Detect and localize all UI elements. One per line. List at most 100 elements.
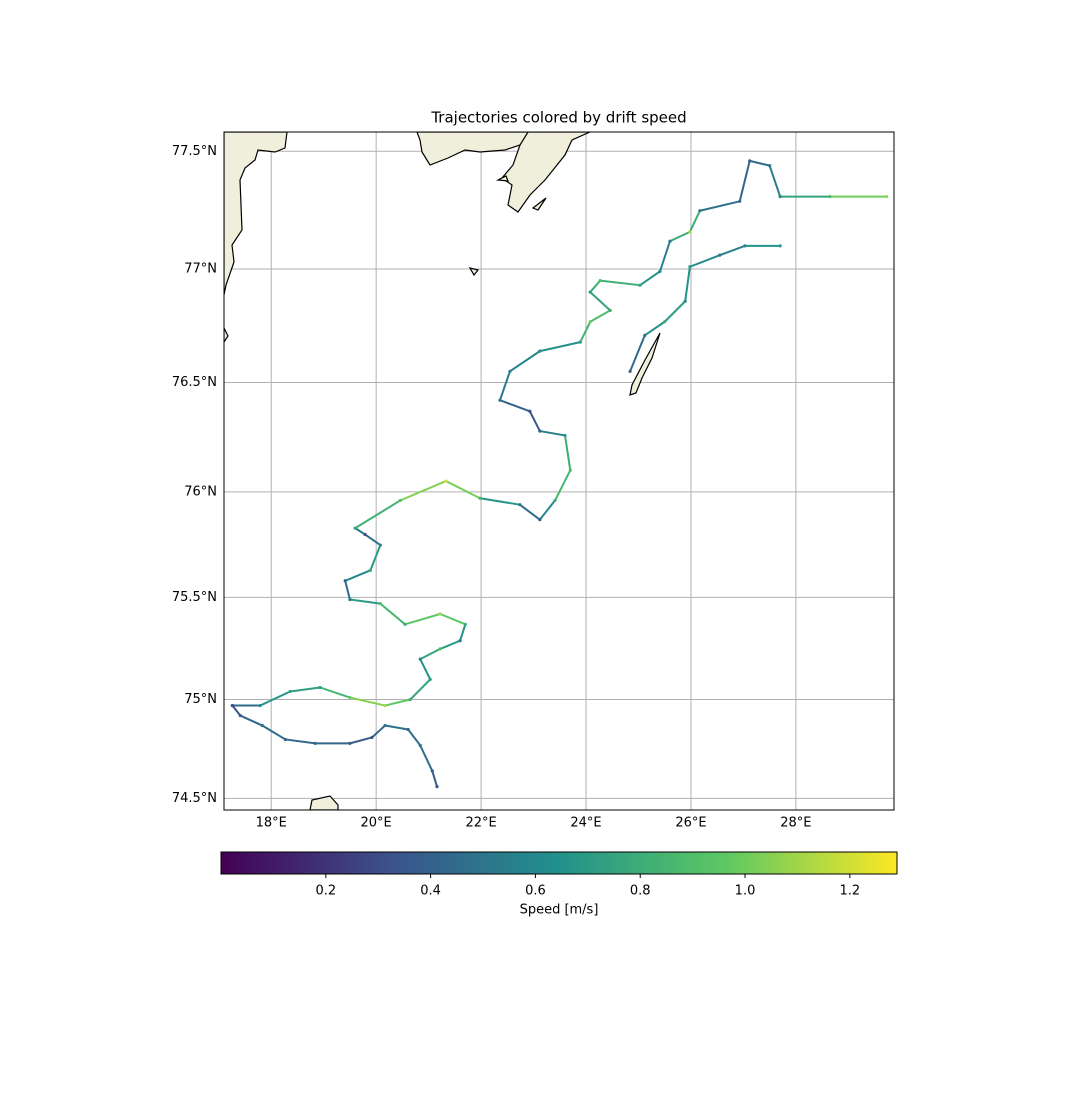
trajectory-segment (344, 579, 351, 601)
trajectory-point (313, 741, 317, 746)
trajectory-point (588, 320, 592, 324)
trajectory-segment (379, 602, 407, 626)
trajectory-segment (629, 334, 646, 373)
trajectory-segment (407, 728, 422, 747)
y-tick-label: 75.5°N (172, 590, 217, 605)
trajectory-segment (354, 499, 402, 530)
trajectory-point (538, 349, 542, 353)
trajectory-segment (599, 279, 642, 287)
trajectory-point (578, 340, 582, 344)
trajectory-point (828, 194, 832, 199)
trajectory-segment (554, 469, 572, 502)
trajectory-segment (439, 639, 462, 650)
trajectory-segment (431, 769, 439, 788)
trajectory-point (418, 657, 422, 661)
land (309, 795, 339, 810)
colorbar-tick-label: 0.2 (315, 884, 336, 899)
trajectory-point (370, 735, 374, 740)
trajectory-point (258, 703, 262, 708)
trajectory-point (444, 479, 448, 483)
colorbar-tick-label: 1.0 (735, 884, 756, 899)
trajectory-segment (419, 647, 442, 661)
trajectory-segment (370, 724, 387, 739)
colorbar-tick-label: 0.4 (420, 884, 441, 899)
trajectory-segment (579, 320, 592, 344)
colorbar-tick-label: 0.8 (630, 884, 651, 899)
trajectory-segment (498, 399, 531, 413)
trajectory-point (230, 703, 234, 708)
trajectory-segment (528, 410, 541, 433)
grid (224, 132, 894, 810)
trajectory-point (563, 433, 567, 438)
land (468, 267, 480, 277)
x-tick-label: 26°E (675, 816, 706, 831)
trajectory-segment (518, 503, 541, 521)
trajectory-point (518, 503, 522, 507)
trajectory-point (463, 622, 467, 626)
trajectory-segment (384, 698, 412, 707)
trajectory-segment (439, 612, 467, 626)
y-tick-label: 77°N (184, 262, 217, 277)
trajectory-segment (409, 678, 432, 701)
trajectory-point (348, 597, 352, 602)
trajectory-point (363, 532, 367, 537)
trajectory-segment (284, 738, 317, 745)
trajectory-segment (718, 244, 746, 257)
trajectory-segment (564, 434, 572, 472)
trajectory-point (658, 269, 662, 273)
trajectory-point (378, 602, 382, 606)
trajectory-segment (444, 480, 482, 500)
trajectory-point (378, 543, 382, 547)
trajectory-segment (344, 569, 372, 582)
trajectory-segment (289, 686, 322, 693)
trajectory-segment (748, 159, 771, 167)
trajectory-segment (364, 533, 382, 547)
trajectory-point (628, 369, 632, 373)
trajectory-point (283, 737, 287, 742)
land (531, 197, 547, 211)
trajectory-segment (738, 159, 751, 203)
trajectory-point (528, 409, 532, 413)
trajectory-point (508, 369, 512, 373)
trajectory-segment (688, 254, 721, 268)
trajectory-point (353, 526, 357, 530)
trajectory-point (383, 703, 387, 708)
trajectory-segment (668, 230, 691, 243)
trajectory-point (318, 685, 322, 690)
x-tick-label: 22°E (465, 816, 496, 831)
trajectory-segment (419, 744, 434, 772)
trajectory-point (238, 713, 242, 718)
trajectory-point (688, 230, 692, 234)
trajectory-point (643, 333, 647, 337)
land (629, 332, 661, 396)
colorbar (220, 851, 898, 875)
trajectory-segment (231, 704, 242, 717)
trajectory-segment (419, 658, 432, 681)
trajectories (230, 159, 889, 789)
trajectory-point (778, 244, 782, 248)
trajectory-point (383, 723, 387, 728)
trajectory-segment (348, 598, 382, 605)
trajectory-point (498, 398, 502, 402)
trajectory-point (478, 496, 482, 500)
x-tick-label: 28°E (780, 816, 811, 831)
x-tick-label: 20°E (361, 816, 392, 831)
trajectory-point (885, 194, 889, 199)
trajectory-segment (319, 686, 351, 699)
trajectory-point (718, 253, 722, 257)
trajectory-point (598, 278, 602, 283)
trajectory-point (260, 723, 264, 728)
trajectory-segment (688, 209, 701, 233)
trajectory-point (403, 622, 407, 626)
trajectory-segment (239, 714, 264, 727)
trajectory-point (638, 283, 642, 287)
trajectory-point (406, 727, 410, 732)
map-area (224, 132, 894, 810)
trajectory-segment (698, 200, 741, 212)
land (501, 132, 591, 213)
trajectory-point (568, 468, 572, 472)
trajectory-point (698, 209, 702, 213)
trajectory-segment (538, 341, 582, 353)
trajectory-point (608, 308, 612, 312)
